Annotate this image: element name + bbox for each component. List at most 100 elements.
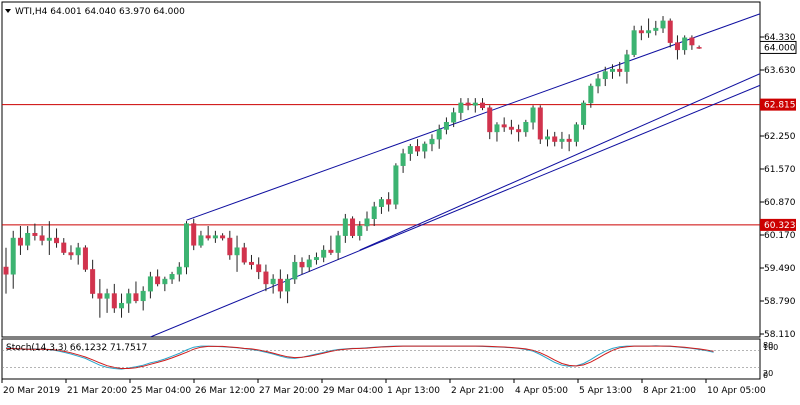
candle-bull [589, 86, 594, 103]
candle-bull [437, 129, 442, 139]
candle-bull [444, 122, 449, 129]
time-tick-label: 4 Apr 05:00 [515, 386, 568, 396]
level-price-label: 60.323 [764, 221, 796, 231]
candle-bear [386, 199, 391, 204]
candle-bull [603, 72, 608, 79]
candle-bull [163, 279, 168, 284]
time-tick-label: 29 Mar 04:00 [323, 386, 383, 396]
candle-bull [365, 219, 370, 226]
stochastic-title: Stoch(14,3,3) 66.1232 71.7517 [6, 343, 147, 353]
candle-bull [430, 139, 435, 144]
candle-bull [372, 207, 377, 219]
candle-bear [552, 137, 557, 142]
price-tick-label: 60.870 [764, 198, 796, 208]
candle-bear [134, 294, 139, 301]
time-tick-label: 5 Apr 13:00 [579, 386, 632, 396]
price-tick-label: 58.110 [764, 330, 796, 340]
candle-bear [62, 243, 66, 253]
price-panel[interactable] [2, 2, 760, 337]
candle-bull [682, 38, 687, 50]
candle-bull [11, 238, 16, 274]
candle-bull [646, 31, 651, 33]
candle-bear [487, 108, 492, 132]
candle-bear [617, 69, 622, 71]
candle-bear [502, 125, 507, 127]
candle-bull [531, 108, 536, 122]
time-tick-label: 26 Mar 12:00 [195, 386, 255, 396]
candle-bull [524, 122, 529, 132]
candle-bull [213, 236, 218, 238]
candle-bear [191, 224, 196, 246]
time-tick-label: 20 Mar 2019 [3, 386, 60, 396]
candle-bull [314, 257, 319, 259]
candle-bear [206, 236, 211, 238]
candle-bull [408, 146, 413, 153]
candle-bull [235, 248, 240, 255]
candle-bear [83, 248, 88, 270]
candle-bull [545, 137, 550, 139]
price-tick-label: 63.630 [764, 66, 796, 76]
candle-bull [654, 28, 659, 30]
candle-bear [690, 38, 695, 45]
candle-bear [516, 129, 521, 131]
time-tick-label: 8 Apr 21:00 [643, 386, 696, 396]
candle-bull [184, 224, 189, 267]
candle-bull [119, 303, 124, 308]
candle-bull [495, 125, 500, 132]
stochastic-tick-label: 80 [763, 341, 773, 350]
candle-bull [560, 139, 565, 141]
price-tick-label: 58.790 [764, 297, 796, 307]
candle-bear [668, 21, 673, 43]
candle-bear [675, 43, 680, 50]
candle-bull [47, 238, 52, 240]
candle-bear [242, 248, 247, 262]
candle-bull [423, 144, 428, 151]
candle-bear [509, 127, 514, 129]
candle-bear [264, 272, 269, 284]
candle-bull [401, 154, 406, 166]
stochastic-tick-label: 0 [763, 371, 768, 380]
candle-bull [148, 277, 153, 291]
current-price-label: 64.000 [764, 43, 796, 53]
candle-bull [105, 294, 110, 299]
candle-bear [98, 294, 103, 299]
candle-bear [697, 47, 702, 48]
candle-bull [177, 267, 182, 274]
time-tick-label: 25 Mar 04:00 [131, 386, 191, 396]
candle-bear [278, 279, 283, 291]
candle-bull [661, 21, 666, 28]
candle-bull [581, 103, 586, 125]
candle-bear [466, 103, 471, 105]
candle-bull [343, 219, 348, 236]
candle-bull [321, 250, 326, 257]
candle-bull [285, 279, 290, 291]
candle-bear [567, 139, 572, 141]
time-tick-label: 2 Apr 21:00 [451, 386, 504, 396]
candle-bull [358, 226, 363, 236]
candle-bear [639, 31, 644, 33]
candle-bull [307, 260, 312, 267]
candle-bear [54, 238, 59, 243]
candle-bear [415, 146, 420, 151]
candle-bull [126, 294, 130, 304]
candle-bull [199, 236, 204, 246]
candle-bull [141, 291, 146, 301]
candle-bear [350, 219, 355, 236]
price-tick-label: 59.490 [764, 264, 796, 274]
candle-bull [596, 79, 601, 86]
time-tick-label: 27 Mar 20:00 [259, 386, 319, 396]
candle-bear [249, 262, 254, 264]
candle-bear [33, 233, 38, 235]
candle-bull [451, 113, 456, 123]
chart-title: WTI,H4 64.001 64.040 63.970 64.000 [15, 7, 185, 17]
price-tick-label: 61.570 [764, 165, 796, 175]
candle-bull [473, 103, 478, 105]
candle-bull [574, 125, 579, 142]
candle-bull [336, 236, 341, 253]
time-tick-label: 21 Mar 20:00 [67, 386, 127, 396]
candle-bear [40, 236, 45, 241]
candle-bear [112, 294, 117, 308]
level-price-label: 62.815 [764, 101, 796, 111]
